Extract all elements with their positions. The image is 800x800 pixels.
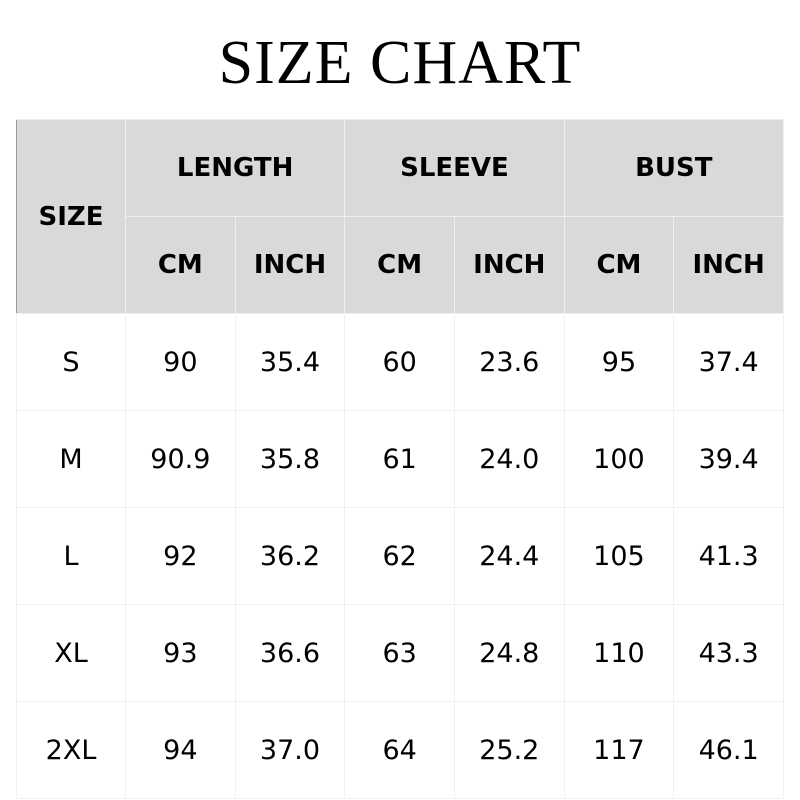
header-unit: INCH [234, 216, 346, 314]
value-cell: 37.4 [673, 313, 784, 411]
header-unit: INCH [453, 216, 565, 314]
value-cell: 105 [563, 507, 675, 605]
value-cell: 25.2 [453, 701, 565, 799]
table-row: L 92 36.2 62 24.4 105 41.3 [16, 507, 784, 605]
table-row: 2XL 94 37.0 64 25.2 117 46.1 [16, 701, 784, 799]
header-unit: INCH [673, 216, 784, 314]
size-cell: 2XL [16, 701, 126, 799]
value-cell: 43.3 [673, 604, 784, 702]
header-unit: CM [125, 216, 236, 314]
header-bust: BUST [563, 119, 785, 217]
value-cell: 24.4 [453, 507, 565, 605]
size-cell: M [16, 410, 126, 508]
value-cell: 62 [344, 507, 455, 605]
value-cell: 64 [344, 701, 455, 799]
value-cell: 36.2 [234, 507, 346, 605]
page-title: SIZE CHART [218, 29, 582, 97]
value-cell: 41.3 [673, 507, 784, 605]
value-cell: 117 [563, 701, 675, 799]
value-cell: 37.0 [234, 701, 346, 799]
value-cell: 36.6 [234, 604, 346, 702]
value-cell: 35.8 [234, 410, 346, 508]
size-cell: S [16, 313, 126, 411]
value-cell: 110 [563, 604, 675, 702]
value-cell: 46.1 [673, 701, 784, 799]
header-size: SIZE [16, 119, 126, 314]
table-row: S 90 35.4 60 23.6 95 37.4 [16, 313, 784, 411]
value-cell: 23.6 [453, 313, 565, 411]
value-cell: 94 [125, 701, 236, 799]
value-cell: 90.9 [125, 410, 236, 508]
header-length: LENGTH [124, 119, 346, 217]
value-cell: 24.8 [453, 604, 565, 702]
header-unit: CM [344, 216, 455, 314]
value-cell: 63 [344, 604, 455, 702]
value-cell: 90 [125, 313, 236, 411]
header-sleeve: SLEEVE [344, 119, 565, 217]
header-unit: CM [563, 216, 675, 314]
size-cell: XL [16, 604, 126, 702]
value-cell: 92 [125, 507, 236, 605]
value-cell: 61 [344, 410, 455, 508]
table-row: XL 93 36.6 63 24.8 110 43.3 [16, 604, 784, 702]
value-cell: 24.0 [453, 410, 565, 508]
value-cell: 35.4 [234, 313, 346, 411]
value-cell: 95 [563, 313, 675, 411]
size-chart-table: SIZE LENGTH SLEEVE BUST CM INCH CM INCH … [16, 119, 785, 799]
value-cell: 93 [125, 604, 236, 702]
value-cell: 60 [344, 313, 455, 411]
value-cell: 39.4 [673, 410, 784, 508]
size-cell: L [16, 507, 126, 605]
table-row: M 90.9 35.8 61 24.0 100 39.4 [16, 410, 784, 508]
value-cell: 100 [563, 410, 675, 508]
